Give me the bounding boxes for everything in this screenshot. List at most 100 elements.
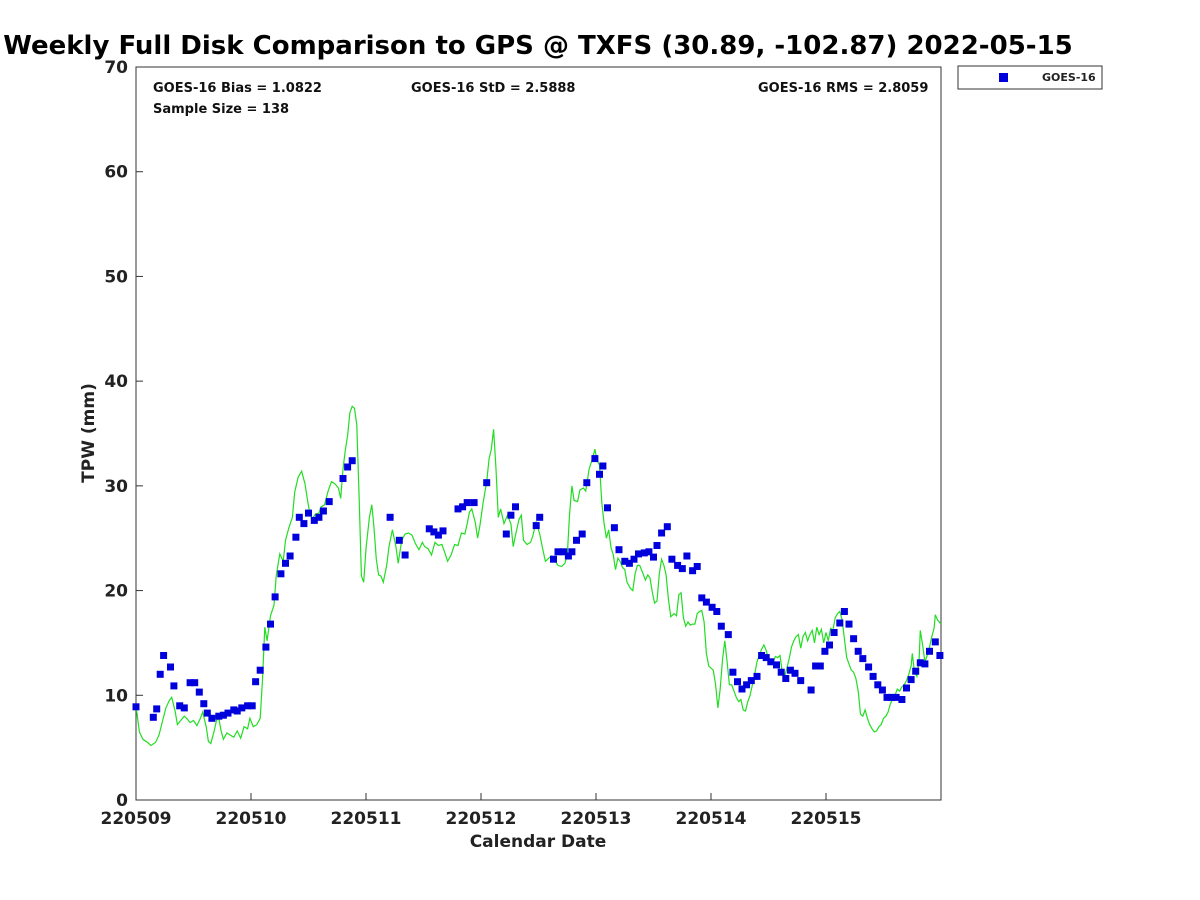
goes16-data-point — [650, 553, 657, 561]
goes16-data-point — [604, 504, 611, 512]
goes16-data-point — [836, 619, 844, 627]
goes16-data-point — [668, 555, 676, 563]
legend: GOES-16 — [957, 65, 1103, 90]
goes16-data-point — [762, 654, 770, 662]
goes16-data-point — [898, 696, 906, 703]
goes16-data-point — [865, 663, 873, 671]
goes16-data-point — [295, 513, 303, 521]
goes16-data-point — [786, 666, 794, 674]
y-tick-label: 30 — [104, 477, 128, 497]
goes16-data-point — [395, 536, 403, 544]
goes16-data-point — [674, 561, 682, 569]
goes16-data-point — [536, 513, 544, 521]
goes16-data-point — [238, 704, 246, 712]
goes16-data-point — [782, 675, 790, 682]
goes16-data-point — [219, 711, 227, 719]
goes16-data-point — [663, 523, 671, 531]
goes16-data-point — [678, 565, 686, 573]
goes16-data-point — [180, 704, 188, 712]
goes16-data-point — [698, 594, 706, 602]
goes16-data-point — [454, 505, 462, 513]
goes16-data-point — [743, 681, 751, 689]
y-tick-label: 0 — [116, 791, 128, 811]
goes16-data-point — [132, 703, 140, 711]
goes16-data-point — [888, 693, 896, 701]
goes16-data-point — [532, 522, 540, 530]
goes16-data-point — [271, 593, 279, 601]
gps-series — [135, 405, 942, 747]
stat-bias: GOES-16 Bias = 1.0822 — [153, 81, 322, 96]
goes16-data-point — [791, 669, 799, 677]
goes16-data-point — [767, 658, 775, 666]
goes16-data-point — [816, 662, 824, 670]
goes16-data-point — [160, 652, 168, 659]
goes16-data-point — [702, 598, 710, 606]
x-ticks: 220509 220510 220511 220512 220513 220514 2205… — [101, 793, 862, 829]
goes16-data-point — [903, 684, 910, 692]
goes16-data-point — [386, 513, 394, 521]
goes16-data-point — [738, 685, 746, 693]
goes16-data-point — [630, 555, 638, 563]
goes16-data-point — [315, 513, 323, 521]
goes16-data-point — [821, 647, 829, 655]
y-tick-label: 70 — [104, 58, 128, 78]
goes16-data-point — [573, 536, 580, 544]
goes16-data-point — [560, 548, 568, 556]
goes16-data-point — [430, 528, 438, 536]
goes16-data-point — [758, 652, 766, 659]
goes16-data-point — [635, 550, 642, 558]
goes16-data-point — [812, 662, 820, 670]
legend-label-goes16: GOES-16 — [1042, 71, 1096, 84]
goes16-data-point — [344, 463, 352, 471]
goes16-data-point — [807, 686, 815, 694]
goes16-data-point — [282, 559, 289, 567]
chart-title: Weekly Full Disk Comparison to GPS @ TXF… — [3, 31, 1073, 61]
goes16-data-point — [936, 652, 944, 659]
goes16-data-point — [339, 475, 347, 482]
goes16-data-point — [708, 603, 716, 611]
goes16-data-point — [286, 552, 294, 560]
goes16-data-point — [653, 542, 661, 549]
goes16-data-point — [252, 678, 260, 686]
goes16-data-point — [621, 557, 629, 565]
stat-rms: GOES-16 RMS = 2.8059 — [758, 81, 928, 96]
goes16-data-point — [907, 676, 915, 684]
goes16-data-point — [926, 647, 933, 655]
goes16-data-point — [734, 678, 741, 686]
goes16-data-point — [425, 525, 433, 533]
goes16-data-point — [256, 666, 264, 674]
goes16-data-point — [717, 622, 725, 630]
goes16-data-point — [310, 516, 318, 524]
x-tick-label: 220512 — [446, 809, 517, 829]
goes16-data-point — [645, 548, 653, 556]
x-tick-label: 220509 — [101, 809, 172, 829]
goes16-data-point — [244, 702, 252, 710]
goes16-data-point — [840, 608, 848, 615]
x-tick-label: 220511 — [331, 809, 402, 829]
goes16-data-point — [878, 686, 886, 694]
x-axis-label: Calendar Date — [470, 832, 607, 852]
goes16-data-point — [292, 533, 300, 541]
goes16-data-point — [300, 520, 308, 528]
y-tick-label: 40 — [104, 372, 128, 392]
goes16-data-point — [693, 563, 701, 570]
goes16-data-point — [599, 462, 607, 470]
goes16-data-point — [191, 679, 199, 687]
goes16-data-point — [401, 551, 409, 559]
goes16-data-point — [912, 667, 920, 675]
goes16-data-point — [591, 455, 599, 463]
goes16-data-point — [507, 511, 515, 519]
goes16-data-point — [459, 503, 467, 511]
goes16-data-point — [689, 567, 697, 575]
goes16-data-point — [149, 713, 157, 721]
goes16-data-point — [931, 638, 939, 646]
y-tick-label: 50 — [104, 267, 128, 287]
goes16-data-point — [224, 709, 232, 717]
goes16-data-point — [583, 479, 591, 487]
goes16-data-point — [658, 529, 666, 537]
goes16-data-point — [921, 660, 929, 668]
plot-area-frame — [135, 66, 942, 801]
goes16-data-point — [483, 479, 491, 487]
x-tick-label: 220515 — [791, 809, 862, 829]
goes16-data-point — [615, 546, 623, 554]
